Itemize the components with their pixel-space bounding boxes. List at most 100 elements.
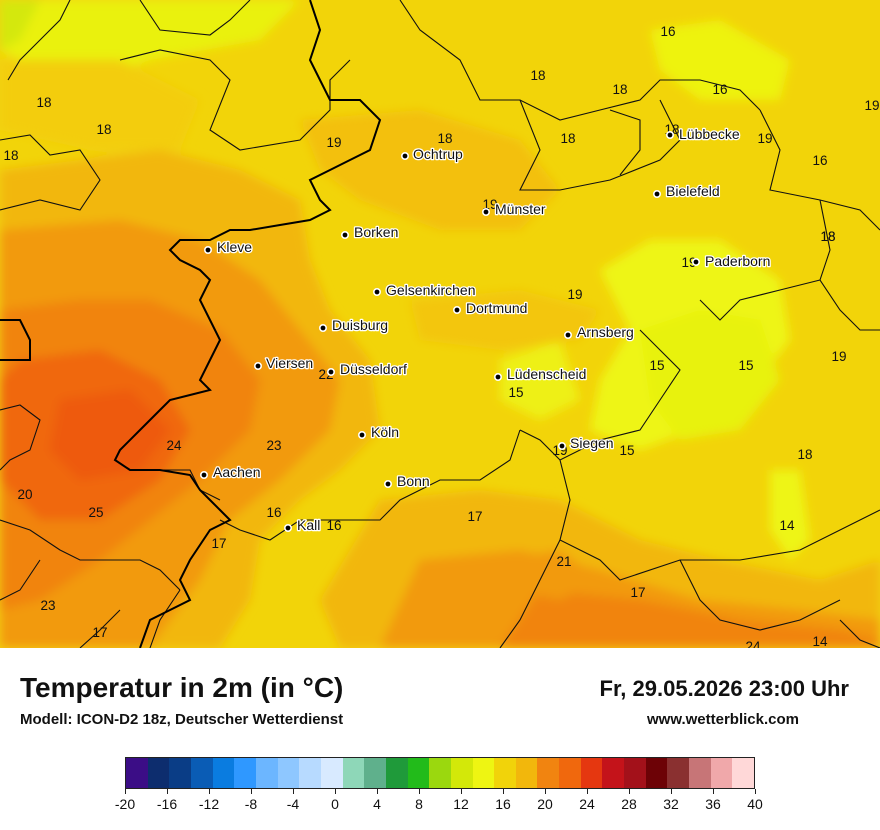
temperature-label: 24 bbox=[745, 639, 761, 648]
forecast-datetime: Fr, 29.05.2026 23:00 Uhr bbox=[599, 676, 850, 701]
temperature-label: 20 bbox=[17, 487, 32, 502]
city-dot bbox=[318, 323, 327, 332]
legend-swatch bbox=[580, 758, 603, 788]
legend-swatch bbox=[689, 758, 711, 788]
legend-tick bbox=[125, 789, 126, 794]
temperature-label: 24 bbox=[166, 438, 182, 453]
legend-tick bbox=[251, 789, 252, 794]
legend-swatch bbox=[515, 758, 538, 788]
city-dot bbox=[652, 190, 661, 199]
temperature-label: 18 bbox=[820, 229, 835, 244]
legend-tick bbox=[293, 789, 294, 794]
legend-tick-label: 12 bbox=[453, 796, 469, 812]
legend-swatch bbox=[710, 758, 733, 788]
temperature-label: 19 bbox=[864, 98, 879, 113]
temperature-field bbox=[0, 0, 880, 648]
legend-swatch bbox=[472, 758, 495, 788]
temperature-label: 16 bbox=[660, 24, 675, 39]
temperature-label: 18 bbox=[437, 131, 452, 146]
legend-swatch bbox=[559, 758, 581, 788]
city-dot bbox=[326, 367, 335, 376]
legend-swatch bbox=[126, 758, 148, 788]
temperature-label: 19 bbox=[757, 131, 772, 146]
city-label-kleve: Kleve bbox=[217, 239, 252, 255]
city-dot bbox=[340, 231, 349, 240]
city-label-siegen: Siegen bbox=[570, 435, 614, 451]
city-label-luebbecke: Lübbecke bbox=[679, 126, 740, 142]
city-label-ochtrup: Ochtrup bbox=[413, 146, 463, 162]
legend-tick-label: -4 bbox=[286, 796, 300, 812]
city-dot bbox=[665, 131, 674, 140]
city-dot bbox=[481, 208, 490, 217]
legend-tick-label: -20 bbox=[114, 796, 136, 812]
temperature-label: 23 bbox=[266, 438, 281, 453]
temperature-label: 18 bbox=[36, 95, 51, 110]
temperature-label: 18 bbox=[96, 122, 111, 137]
legend-tick bbox=[167, 789, 168, 794]
legend-swatch bbox=[190, 758, 213, 788]
legend-swatch bbox=[320, 758, 343, 788]
legend-tick-label: 24 bbox=[579, 796, 595, 812]
legend-tick-label: 4 bbox=[373, 796, 381, 812]
temperature-label: 16 bbox=[712, 82, 727, 97]
legend-swatch bbox=[732, 758, 755, 788]
legend-swatch bbox=[299, 758, 321, 788]
temperature-label: 18 bbox=[530, 68, 545, 83]
legend-swatch bbox=[385, 758, 408, 788]
legend-tick-label: -16 bbox=[156, 796, 178, 812]
city-dot bbox=[557, 441, 566, 450]
temperature-label: 17 bbox=[630, 585, 645, 600]
temperature-label: 16 bbox=[266, 505, 281, 520]
temperature-label: 18 bbox=[560, 131, 575, 146]
city-label-duisburg: Duisburg bbox=[332, 317, 388, 333]
city-dot bbox=[383, 479, 392, 488]
legend-swatch bbox=[407, 758, 430, 788]
temperature-label: 18 bbox=[612, 82, 627, 97]
legend-tick-label: 16 bbox=[495, 796, 511, 812]
temperature-label: 19 bbox=[831, 349, 846, 364]
temperature-label: 14 bbox=[812, 634, 828, 648]
legend-tick bbox=[461, 789, 462, 794]
city-dot bbox=[254, 361, 263, 370]
city-label-luedenscheid: Lüdenscheid bbox=[507, 366, 586, 382]
legend-tick-label: 32 bbox=[663, 796, 679, 812]
legend-tick-label: 8 bbox=[415, 796, 423, 812]
legend-swatch bbox=[234, 758, 256, 788]
temperature-label: 16 bbox=[812, 153, 827, 168]
city-label-viersen: Viersen bbox=[266, 355, 313, 371]
city-label-muenster: Münster bbox=[495, 201, 546, 217]
website-link[interactable]: www.wetterblick.com bbox=[647, 711, 799, 728]
legend-tick-label: 0 bbox=[331, 796, 339, 812]
temperature-label: 19 bbox=[681, 255, 696, 270]
legend-tick bbox=[587, 789, 588, 794]
city-label-bonn: Bonn bbox=[397, 473, 430, 489]
legend-tick bbox=[713, 789, 714, 794]
legend-tick bbox=[377, 789, 378, 794]
legend-swatch bbox=[277, 758, 300, 788]
legend-tick bbox=[503, 789, 504, 794]
temperature-label: 17 bbox=[92, 625, 107, 640]
legend-swatch bbox=[494, 758, 516, 788]
temperature-label: 15 bbox=[619, 443, 634, 458]
temperature-label: 15 bbox=[738, 358, 753, 373]
temperature-label: 18 bbox=[820, 229, 835, 244]
legend-swatch bbox=[602, 758, 625, 788]
city-label-koeln: Köln bbox=[371, 424, 399, 440]
temperature-label: 17 bbox=[211, 536, 226, 551]
temperature-label: 18 bbox=[797, 447, 812, 462]
city-label-borken: Borken bbox=[354, 224, 398, 240]
city-label-duesseldorf: Düsseldorf bbox=[340, 361, 407, 377]
legend-swatch bbox=[450, 758, 473, 788]
legend-swatch bbox=[147, 758, 170, 788]
city-label-kall: Kall bbox=[297, 517, 320, 533]
city-dot bbox=[452, 305, 461, 314]
city-dot bbox=[200, 470, 209, 479]
legend-swatch bbox=[364, 758, 386, 788]
legend-swatch bbox=[667, 758, 690, 788]
legend-swatch bbox=[645, 758, 668, 788]
legend-tick bbox=[671, 789, 672, 794]
legend-tick bbox=[419, 789, 420, 794]
legend-tick bbox=[629, 789, 630, 794]
city-dot bbox=[400, 152, 409, 161]
map-title: Temperatur in 2m (in °C) bbox=[20, 672, 344, 703]
